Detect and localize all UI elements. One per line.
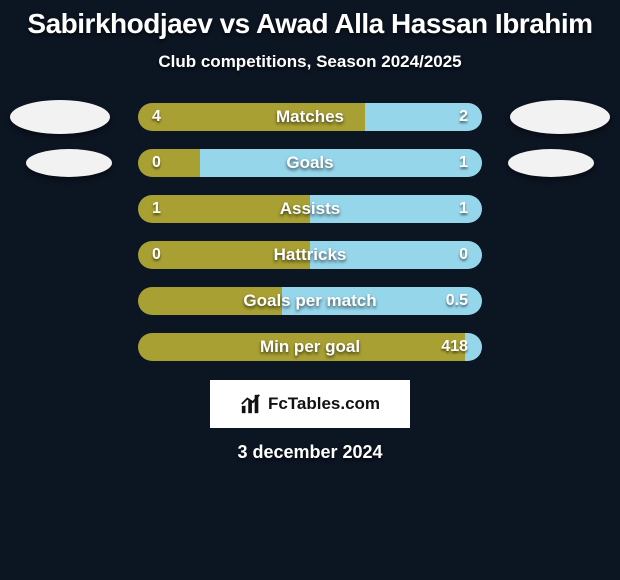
stat-row: 00Hattricks (0, 232, 620, 278)
stat-value-right: 2 (459, 103, 468, 131)
stat-value-left: 4 (152, 103, 161, 131)
brand-badge[interactable]: FcTables.com (210, 380, 410, 428)
stat-bar-track: 0.5Goals per match (138, 287, 482, 315)
stat-value-left: 0 (152, 149, 161, 177)
stat-bar-right (310, 241, 482, 269)
stat-value-right: 1 (459, 195, 468, 223)
stat-bar-left (138, 241, 310, 269)
stat-value-right: 1 (459, 149, 468, 177)
stat-bar-left (138, 333, 465, 361)
stat-value-left: 1 (152, 195, 161, 223)
brand-text: FcTables.com (268, 394, 380, 414)
stat-bar-track: 42Matches (138, 103, 482, 131)
comparison-card: Sabirkhodjaev vs Awad Alla Hassan Ibrahi… (0, 0, 620, 580)
stat-bar-track: 00Hattricks (138, 241, 482, 269)
footer-date: 3 december 2024 (0, 442, 620, 463)
team-logo-right (508, 149, 594, 177)
stat-value-right: 0.5 (446, 287, 468, 315)
stat-row: 42Matches (0, 94, 620, 140)
stat-value-right: 0 (459, 241, 468, 269)
stat-bar-track: 01Goals (138, 149, 482, 177)
team-logo-left (26, 149, 112, 177)
stat-row: 11Assists (0, 186, 620, 232)
team-logo-left (10, 100, 110, 134)
page-title: Sabirkhodjaev vs Awad Alla Hassan Ibrahi… (0, 0, 620, 40)
stat-row: 0.5Goals per match (0, 278, 620, 324)
stat-row: 01Goals (0, 140, 620, 186)
brand-chart-icon (240, 393, 262, 415)
stat-bar-left (138, 287, 282, 315)
stat-value-right: 418 (441, 333, 468, 361)
stat-bar-left (138, 149, 200, 177)
page-subtitle: Club competitions, Season 2024/2025 (0, 52, 620, 72)
stat-row: 418Min per goal (0, 324, 620, 370)
stat-bar-left (138, 195, 310, 223)
team-logo-right (510, 100, 610, 134)
stat-bar-left (138, 103, 365, 131)
stat-bar-track: 11Assists (138, 195, 482, 223)
stat-bar-right (200, 149, 482, 177)
stat-value-left: 0 (152, 241, 161, 269)
stat-bar-track: 418Min per goal (138, 333, 482, 361)
stat-bar-right (310, 195, 482, 223)
stats-rows: 42Matches01Goals11Assists00Hattricks0.5G… (0, 94, 620, 370)
